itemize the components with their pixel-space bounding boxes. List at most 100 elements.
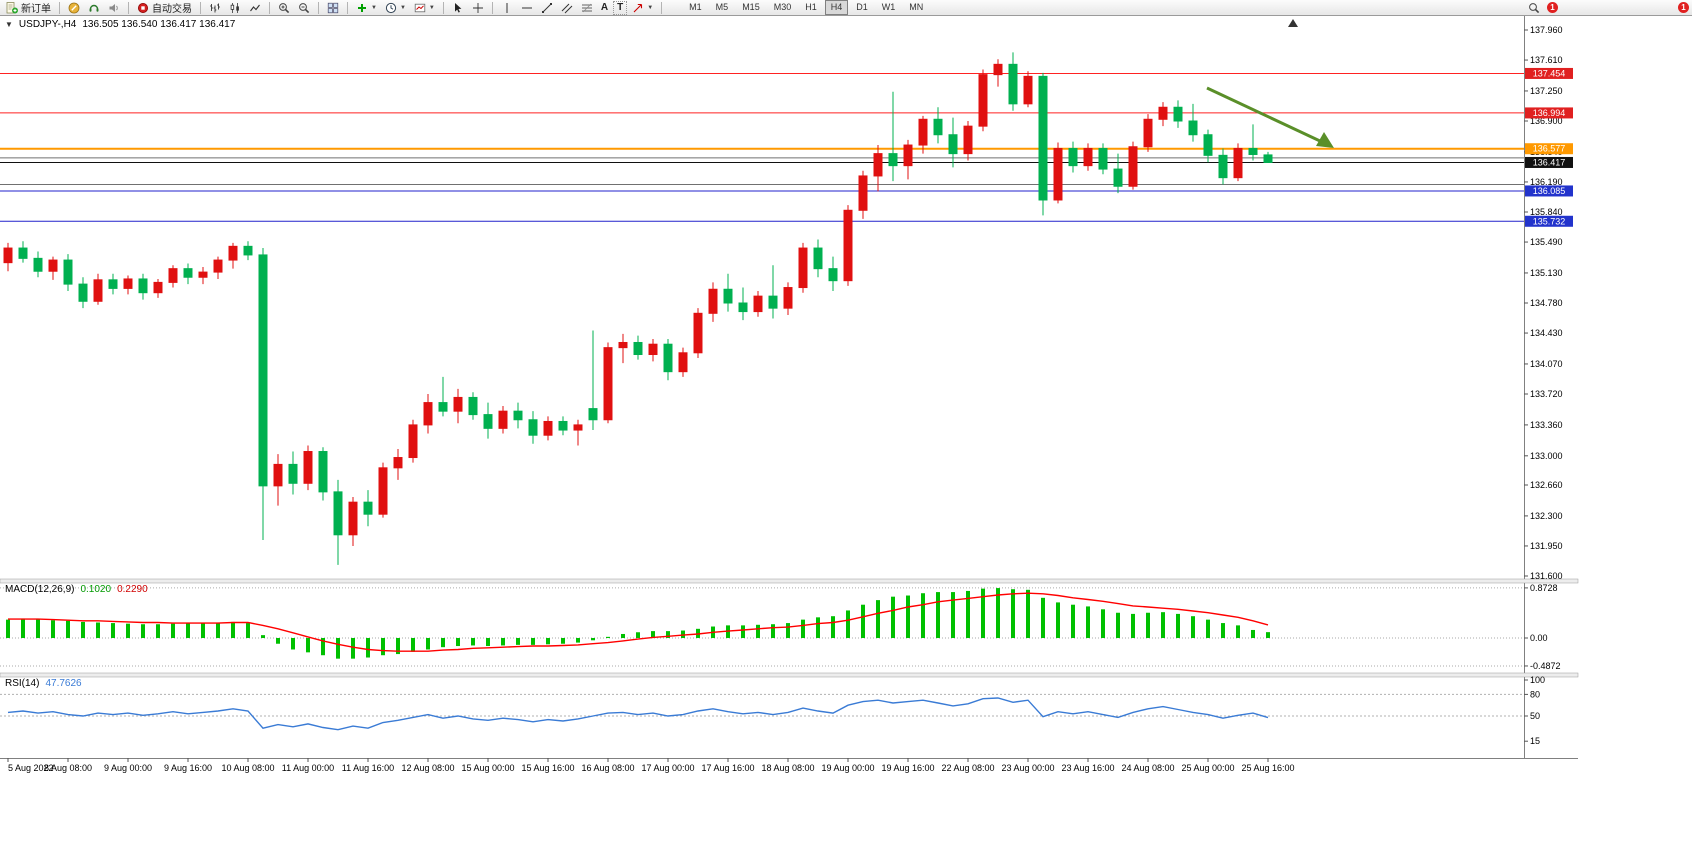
candle-up xyxy=(618,341,628,349)
tf-button-d1[interactable]: D1 xyxy=(856,2,868,12)
macd-histogram-bar xyxy=(1176,613,1180,638)
time-tick-label: 9 Aug 00:00 xyxy=(104,763,152,773)
candle-up xyxy=(3,247,13,264)
chart-shift-marker[interactable] xyxy=(1288,19,1298,27)
macd-signal-value: 0.2290 xyxy=(117,584,148,595)
crosshair-tool-button[interactable] xyxy=(469,1,487,15)
time-tick-label: 25 Aug 00:00 xyxy=(1181,763,1234,773)
macd-histogram-bar xyxy=(831,616,835,638)
trend-arrow[interactable] xyxy=(1206,86,1321,143)
vertical-line-icon xyxy=(506,2,508,13)
cursor-icon xyxy=(454,2,462,13)
tf-button-m1[interactable]: M1 xyxy=(689,2,702,12)
candle-up xyxy=(273,463,283,487)
zoom-in-button[interactable] xyxy=(275,1,293,15)
bar-chart-mode-button[interactable] xyxy=(206,1,224,15)
panel-separator-macd-rsi[interactable] xyxy=(0,672,1579,678)
macd-histogram-bar xyxy=(981,588,985,638)
rsi-value: 47.7626 xyxy=(45,678,82,689)
tf-button-m30[interactable]: M30 xyxy=(773,2,792,12)
price-badge-137.454 xyxy=(1525,67,1573,79)
macd-histogram-bar xyxy=(21,618,25,638)
autotrade-label: 自动交易 xyxy=(152,4,192,15)
periods-button[interactable]: ▼ xyxy=(382,1,409,15)
horizontal-line-tool-button[interactable] xyxy=(518,1,536,15)
price-tick-label: 136.190 xyxy=(1530,177,1563,187)
templates-button[interactable]: ▼ xyxy=(411,1,438,15)
price-tick-label: 134.070 xyxy=(1530,359,1563,369)
market-button[interactable] xyxy=(65,1,83,15)
toolbar-separator xyxy=(269,1,270,14)
candle-chart-mode-button[interactable] xyxy=(226,1,244,15)
zoom-out-button[interactable] xyxy=(295,1,313,15)
pan-separator-main-macd[interactable] xyxy=(0,578,1579,584)
zoom-out-icon xyxy=(299,2,310,13)
trendline-tool-button[interactable] xyxy=(538,1,556,15)
tf-button-m15[interactable]: M15 xyxy=(742,2,760,12)
tf-button-h1[interactable]: H1 xyxy=(805,2,817,12)
time-tick-label: 17 Aug 16:00 xyxy=(701,763,754,773)
time-tick-label: 10 Aug 08:00 xyxy=(221,763,274,773)
macd-histogram-bar xyxy=(936,592,940,638)
tf-button-mn[interactable]: MN xyxy=(909,2,924,12)
price-badge-label: 136.994 xyxy=(1533,108,1566,118)
rsi-line xyxy=(7,697,1269,731)
time-tick-label: 12 Aug 08:00 xyxy=(401,763,454,773)
tf-button-w1[interactable]: W1 xyxy=(881,2,896,12)
price-tick-label: 131.950 xyxy=(1530,541,1563,551)
candle-down xyxy=(1248,147,1258,155)
candle-down xyxy=(363,501,373,515)
toolbar-separator xyxy=(491,1,493,14)
news-button[interactable] xyxy=(105,1,123,15)
candle-up xyxy=(93,279,103,302)
toolbar-separator xyxy=(347,1,348,14)
candle-down xyxy=(933,118,943,136)
text-tool-button[interactable]: A xyxy=(598,1,611,15)
candle-down xyxy=(1218,154,1228,179)
trend-arrow-head[interactable] xyxy=(1316,132,1334,148)
alert-badge[interactable]: 1 xyxy=(1678,2,1689,13)
search-button[interactable] xyxy=(1525,1,1543,15)
zoom-in-icon xyxy=(279,2,290,13)
fibonacci-tool-button[interactable] xyxy=(578,1,596,15)
time-tick-label: 11 Aug 00:00 xyxy=(282,763,334,773)
candle-down xyxy=(1203,134,1213,156)
macd-histogram-bar xyxy=(96,622,100,638)
time-tick-label: 5 Aug 2022 xyxy=(8,763,54,773)
candle-up xyxy=(123,278,133,289)
new-order-button[interactable]: 新订单 xyxy=(3,1,54,15)
support-button[interactable] xyxy=(85,1,103,15)
tile-windows-icon xyxy=(327,2,339,13)
label-tool-button[interactable]: T xyxy=(613,0,628,15)
headset-icon xyxy=(89,4,99,12)
tf-button-h4[interactable]: H4 xyxy=(824,0,849,15)
macd-histogram-bar xyxy=(801,619,805,638)
line-chart-mode-button[interactable] xyxy=(246,1,264,15)
price-tick-label: 137.250 xyxy=(1530,86,1563,96)
tf-button-m5[interactable]: M5 xyxy=(715,2,729,12)
price-tick-label: 132.660 xyxy=(1530,480,1563,490)
arrows-tool-button[interactable]: ▼ xyxy=(629,1,656,15)
macd-histogram-bar xyxy=(351,638,355,659)
toolbar-spacer xyxy=(1562,7,1674,8)
cursor-tool-button[interactable] xyxy=(449,1,467,15)
tile-windows-button[interactable] xyxy=(324,1,342,15)
candle-up xyxy=(648,343,658,356)
indicators-button[interactable]: ▼ xyxy=(353,1,380,15)
macd-scale-label: 0.8728 xyxy=(1530,583,1558,593)
candle-up xyxy=(423,402,433,426)
macd-histogram-bar xyxy=(396,638,400,655)
channel-tool-button[interactable] xyxy=(558,1,576,15)
one-click-trading-toggle[interactable]: ▼ xyxy=(5,20,13,29)
price-tick-label: 135.840 xyxy=(1530,207,1563,217)
autotrade-button[interactable]: 自动交易 xyxy=(134,1,195,15)
macd-histogram-bar xyxy=(186,623,190,638)
notification-badge[interactable]: 1 xyxy=(1547,2,1558,13)
macd-histogram-bar xyxy=(201,623,205,638)
macd-signal-line xyxy=(8,592,1269,652)
macd-histogram-bar xyxy=(51,620,55,638)
candle-down xyxy=(78,283,88,302)
vertical-line-tool-button[interactable] xyxy=(498,1,516,15)
macd-histogram-bar xyxy=(966,590,970,638)
